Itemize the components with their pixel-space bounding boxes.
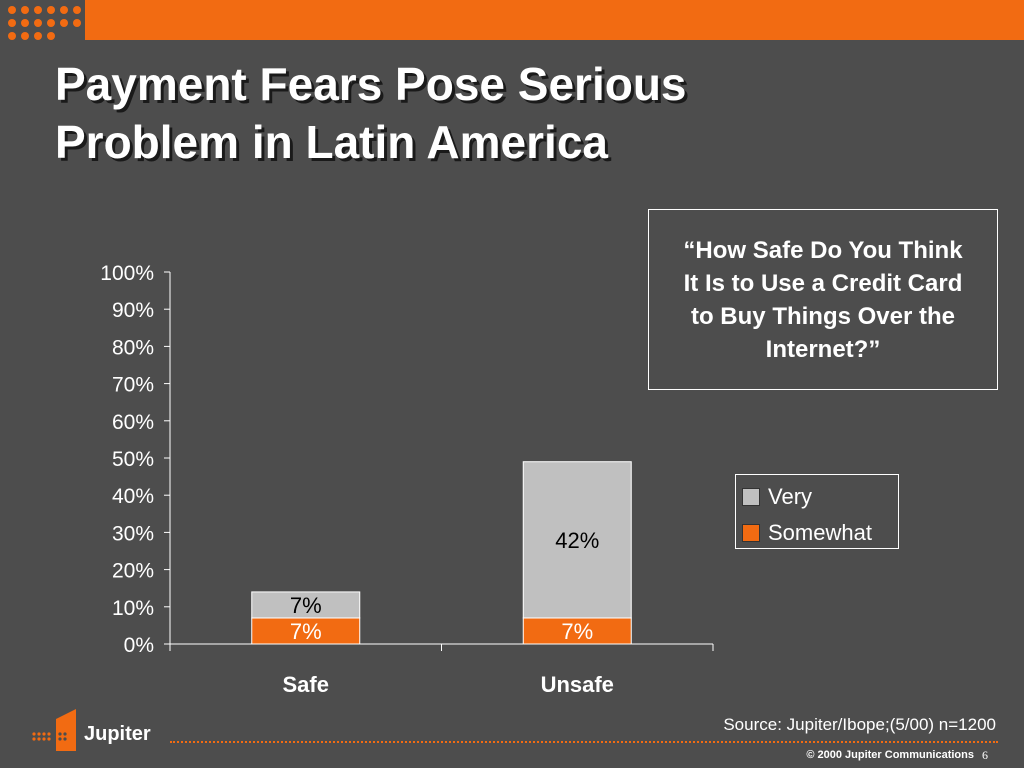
dots-logo-icon xyxy=(4,2,81,40)
copyright: © 2000 Jupiter Communications xyxy=(806,749,974,761)
x-category-label: Unsafe xyxy=(541,672,614,697)
y-tick-label: 30% xyxy=(112,522,154,545)
logo-dot xyxy=(60,6,68,14)
legend-swatch-very xyxy=(742,488,760,506)
survey-question: “How Safe Do You Think It Is to Use a Cr… xyxy=(683,236,963,363)
y-tick-label: 60% xyxy=(112,411,154,434)
bar-very-unsafe xyxy=(522,461,632,619)
y-tick-label: 90% xyxy=(112,299,154,322)
top-bar xyxy=(0,0,1024,40)
x-category-label: Safe xyxy=(283,672,329,697)
logo-dot xyxy=(21,32,29,40)
logo-dot xyxy=(8,6,16,14)
logo-dot xyxy=(8,32,16,40)
legend-item-very: Very xyxy=(742,484,812,510)
data-label: 42% xyxy=(555,528,599,553)
logo-dot xyxy=(73,6,81,14)
logo-dot xyxy=(34,6,42,14)
legend-label-very: Very xyxy=(768,484,813,509)
logo-dot xyxy=(47,19,55,27)
logo-dot xyxy=(8,19,16,27)
logo-dot xyxy=(21,19,29,27)
chart-legend: Very Somewhat xyxy=(735,474,899,549)
title-line-1: Payment Fears Pose Serious xyxy=(55,58,687,110)
logo-dot xyxy=(21,6,29,14)
logo-dot xyxy=(47,32,55,40)
footer-divider xyxy=(170,741,998,743)
data-label: 7% xyxy=(561,619,593,644)
y-tick-label: 100% xyxy=(100,262,154,285)
logo-dot xyxy=(47,6,55,14)
legend-item-somewhat: Somewhat xyxy=(742,520,872,546)
jupiter-logo-icon xyxy=(32,709,76,751)
survey-question-box: “How Safe Do You Think It Is to Use a Cr… xyxy=(648,209,998,390)
legend-label-somewhat: Somewhat xyxy=(768,520,872,545)
logo-dot xyxy=(34,32,42,40)
legend-swatch-somewhat xyxy=(742,524,760,542)
y-tick-label: 0% xyxy=(124,634,154,657)
y-tick-label: 50% xyxy=(112,448,154,471)
y-tick-label: 70% xyxy=(112,374,154,397)
bar-somewhat-unsafe xyxy=(522,617,632,645)
page-number: 6 xyxy=(982,748,988,762)
y-tick-label: 40% xyxy=(112,485,154,508)
data-label: 7% xyxy=(290,593,322,618)
logo-dot xyxy=(34,19,42,27)
y-tick-label: 20% xyxy=(112,560,154,583)
source-note: Source: Jupiter/Ibope;(5/00) n=1200 xyxy=(723,715,996,734)
logo-text: Jupiter xyxy=(84,723,151,745)
slide-title: Payment Fears Pose Serious Problem in La… xyxy=(55,55,955,171)
bar-very-safe xyxy=(251,591,361,619)
y-tick-label: 10% xyxy=(112,597,154,620)
data-label: 7% xyxy=(290,619,322,644)
y-tick-label: 80% xyxy=(112,336,154,359)
logo-dot xyxy=(60,19,68,27)
title-line-2: Problem in Latin America xyxy=(55,116,608,168)
top-bar-accent xyxy=(85,0,1024,40)
logo-dot xyxy=(73,19,81,27)
